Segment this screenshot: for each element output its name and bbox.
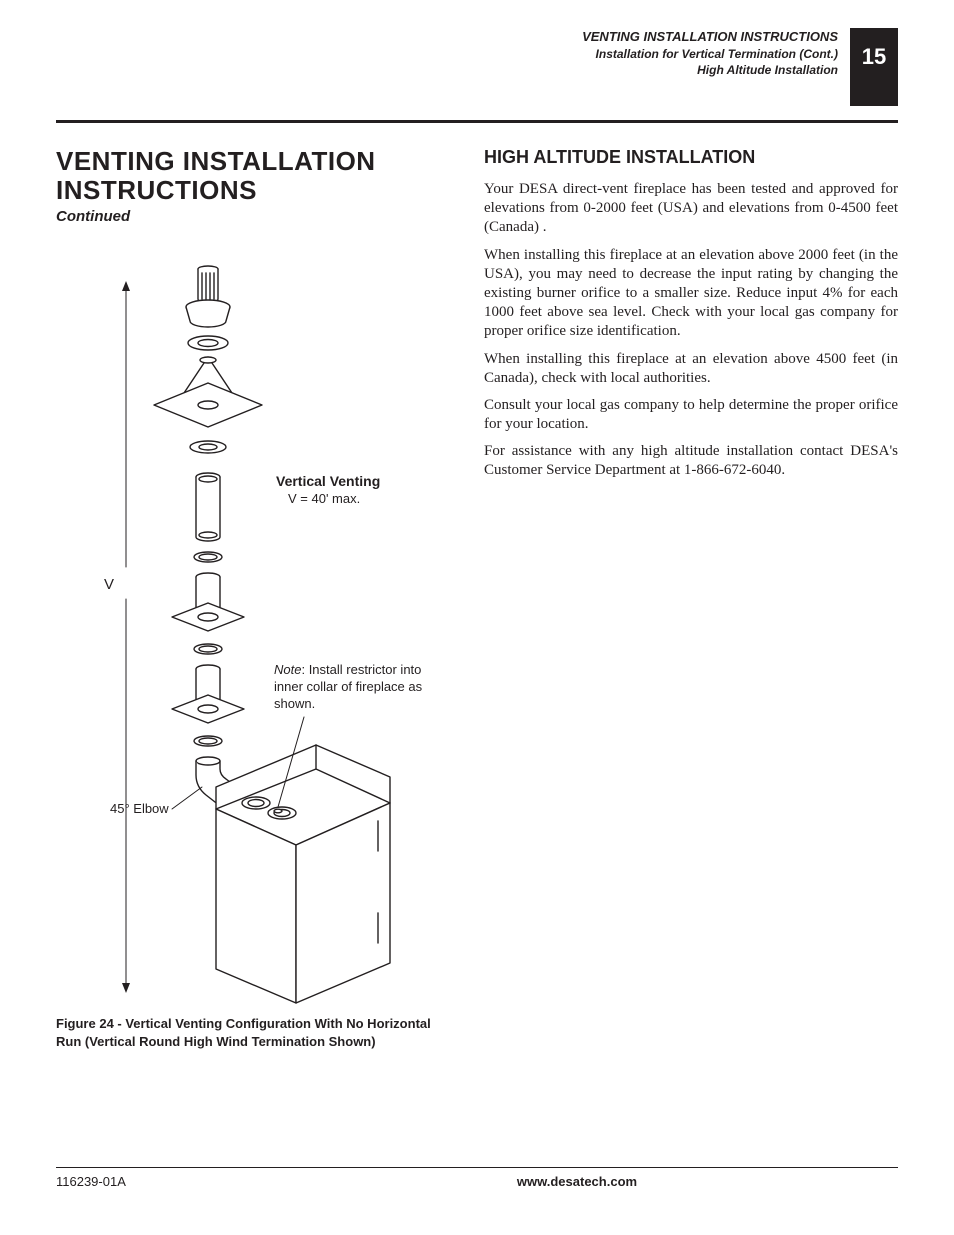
page-footer: 116239-01A www.desatech.com bbox=[56, 1167, 898, 1189]
elbow-label: 45° Elbow bbox=[110, 801, 169, 818]
footer-doc-id: 116239-01A bbox=[56, 1174, 256, 1189]
figure-24: V Vertical Venting V = 40' max. Note: In… bbox=[56, 247, 456, 1007]
paragraph-1: Your DESA direct-vent fireplace has been… bbox=[484, 180, 898, 238]
figure-caption: Figure 24 - Vertical Venting Configurati… bbox=[56, 1015, 456, 1050]
paragraph-5: For assistance with any high altitude in… bbox=[484, 442, 898, 480]
vertical-venting-title: Vertical Venting bbox=[276, 472, 380, 490]
paragraph-2: When installing this fireplace at an ele… bbox=[484, 246, 898, 342]
continued-label: Continued bbox=[56, 208, 456, 225]
main-title: VENTING INSTALLATION INSTRUCTIONS bbox=[56, 147, 456, 204]
paragraph-3: When installing this fireplace at an ele… bbox=[484, 350, 898, 388]
vertical-venting-value: V = 40' max. bbox=[288, 491, 360, 508]
page-number-box: 15 bbox=[850, 28, 898, 106]
footer-rule bbox=[56, 1167, 898, 1168]
header-line-2: Installation for Vertical Termination (C… bbox=[582, 46, 838, 62]
page-header: VENTING INSTALLATION INSTRUCTIONS Instal… bbox=[56, 28, 898, 106]
header-line-1: VENTING INSTALLATION INSTRUCTIONS bbox=[582, 28, 838, 46]
section-heading: HIGH ALTITUDE INSTALLATION bbox=[484, 147, 898, 168]
venting-diagram-svg bbox=[56, 247, 456, 1007]
right-column: HIGH ALTITUDE INSTALLATION Your DESA dir… bbox=[484, 147, 898, 1050]
paragraph-4: Consult your local gas company to help d… bbox=[484, 396, 898, 434]
restrictor-note: Note: Install restrictor into inner coll… bbox=[274, 662, 434, 713]
dimension-v-label: V bbox=[104, 575, 114, 595]
left-column: VENTING INSTALLATION INSTRUCTIONS Contin… bbox=[56, 147, 456, 1050]
page-number: 15 bbox=[862, 44, 886, 70]
note-prefix: Note bbox=[274, 662, 301, 677]
header-text-block: VENTING INSTALLATION INSTRUCTIONS Instal… bbox=[582, 28, 838, 78]
footer-url: www.desatech.com bbox=[256, 1174, 898, 1189]
header-line-3: High Altitude Installation bbox=[582, 62, 838, 78]
header-rule bbox=[56, 120, 898, 123]
